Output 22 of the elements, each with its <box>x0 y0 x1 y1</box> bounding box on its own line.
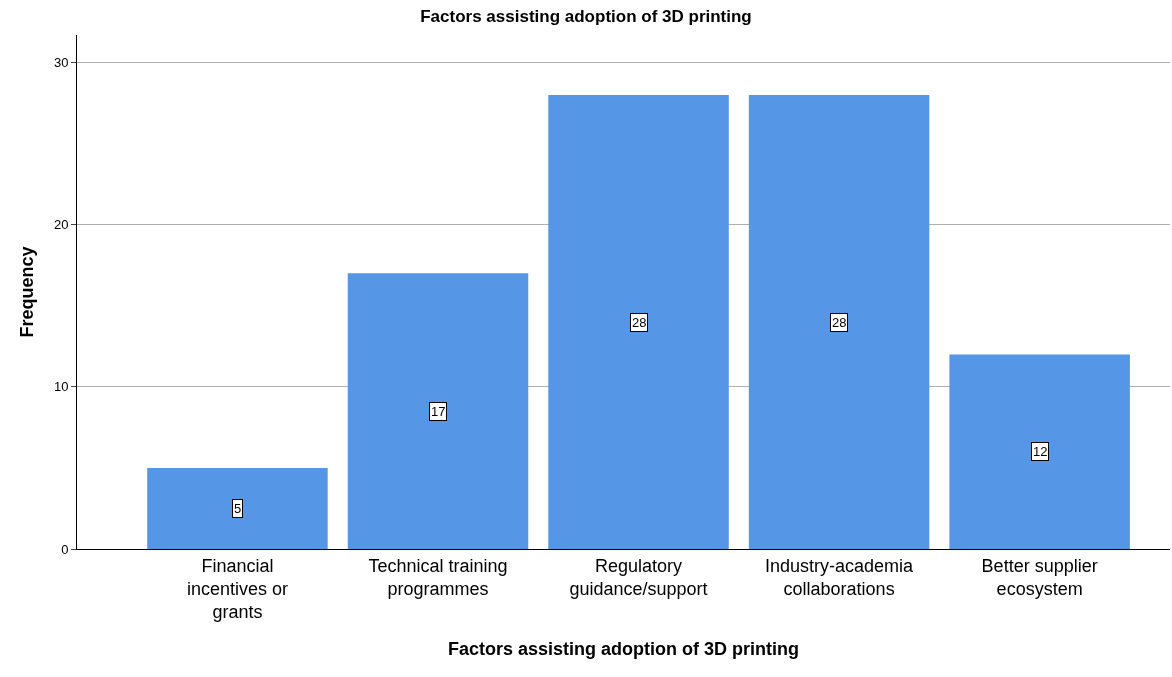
data-label: 12 <box>1033 444 1048 459</box>
bar <box>147 467 328 549</box>
y-tick-label: 0 <box>61 541 69 557</box>
x-tick-label: Financial incentives or grants <box>186 555 288 623</box>
y-tick-label: 20 <box>53 217 69 233</box>
x-tick-label: Better supplier ecosystem <box>981 555 1098 599</box>
bar <box>949 354 1130 549</box>
x-tick-label: Technical training programmes <box>368 555 508 599</box>
data-label: 28 <box>632 315 647 330</box>
bar <box>548 94 729 549</box>
data-label: 17 <box>431 404 446 419</box>
y-tick-label: 10 <box>53 379 69 395</box>
data-label: 5 <box>234 501 242 516</box>
x-axis-title: Factors assisting adoption of 3D printing <box>447 638 800 659</box>
bar <box>748 94 930 549</box>
y-axis-title: Frequency <box>17 246 38 338</box>
y-tick-label: 30 <box>53 55 69 71</box>
x-tick-label: Regulatory guidance/support <box>569 555 708 599</box>
data-label: 28 <box>832 315 847 330</box>
bar <box>347 273 529 549</box>
x-tick-label: Industry-academia collaborations <box>765 555 915 599</box>
chart-title: Factors assisting adoption of 3D printing <box>420 7 752 27</box>
